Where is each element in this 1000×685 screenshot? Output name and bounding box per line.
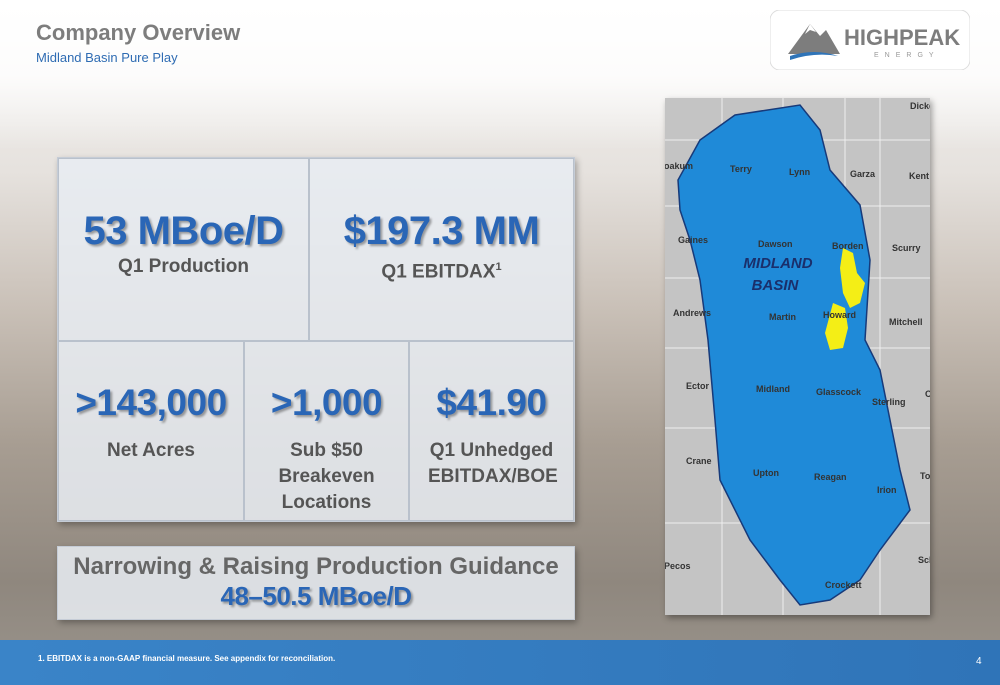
logo-mountain [788, 24, 840, 54]
county-label: Upton [753, 468, 779, 478]
logo-snow [805, 24, 816, 34]
county-label: Sterling [872, 397, 906, 407]
county-label: To [920, 471, 930, 481]
county-label: Pecos [665, 561, 691, 571]
logo-bg [770, 10, 970, 70]
stat-label: Net Acres [106, 440, 195, 461]
county-label: Garza [850, 169, 876, 179]
stat-cell: $197.3 MM Q1 EBITDAX1 [309, 158, 574, 341]
stat-value: 53 MBoe/D [83, 209, 285, 253]
stat-label: Q1 Production [118, 256, 249, 277]
county-label: Crane [686, 456, 712, 466]
guidance-value: 48–50.5 MBoe/D [220, 581, 412, 611]
county-label: Borden [832, 241, 864, 251]
title: Company Overview [36, 20, 241, 45]
county-label: Midland [756, 384, 790, 394]
logo-tagline: ENERGY [874, 52, 940, 59]
acreage [840, 248, 865, 308]
county-label: Scurry [892, 243, 921, 253]
stat-label: Q1 Unhedged EBITDAX/BOE [428, 440, 558, 487]
county-label: Crockett [825, 580, 862, 590]
acreage [825, 303, 848, 350]
logo-name: HIGHPEAK [844, 25, 960, 50]
guidance-box: Narrowing & Raising Production Guidance … [57, 546, 575, 620]
county-label: Kent [909, 171, 929, 181]
county-label: Dawson [758, 239, 793, 249]
guidance-title: Narrowing & Raising Production Guidance [73, 553, 559, 580]
page-number: 4 [976, 656, 982, 667]
stat-label-wrap: Q1 EBITDAX1 [310, 254, 573, 285]
basin-area [677, 104, 911, 606]
basin-label: BASIN [752, 277, 800, 294]
county-label: Dickens [910, 101, 930, 111]
county-label: Terry [730, 164, 752, 174]
stat-value: >143,000 [75, 382, 227, 423]
footnote: 1. EBITDAX is a non-GAAP financial measu… [38, 654, 336, 663]
map: MIDLAND BASIN Dickens oakum Terry Lynn Garza… [665, 98, 930, 615]
stat-value: $41.90 [436, 382, 547, 423]
stat-cell: 53 MBoe/D Q1 Production [58, 158, 309, 341]
county-label: Glasscock [816, 387, 862, 397]
county-label: oakum [665, 161, 693, 171]
county-label: Lynn [789, 167, 810, 177]
logo-wave [790, 52, 838, 60]
stat-cell: >1,000 Sub $50 Breakeven Locations [244, 341, 409, 521]
county-label: Andrews [673, 308, 711, 318]
stat-label: Sub $50 Breakeven Locations [278, 440, 375, 513]
stat-cell: >143,000 Net Acres [58, 341, 244, 521]
stat-value: >1,000 [270, 382, 383, 423]
footer-bar [0, 640, 1000, 685]
stat-label: Q1 EBITDAX [381, 261, 496, 283]
basin-label: MIDLAND [743, 255, 812, 272]
county-label: C [925, 389, 930, 399]
logo: HIGHPEAK ENERGY [770, 10, 970, 70]
county-label: Howard [823, 310, 856, 320]
stat-value: $197.3 MM [343, 209, 540, 253]
subtitle: Midland Basin Pure Play [36, 50, 178, 65]
county-label: Martin [769, 312, 796, 322]
county-label: Reagan [814, 472, 847, 482]
county-label: Irion [877, 485, 897, 495]
county-label: Gaines [678, 235, 708, 245]
county-label: Schle [918, 555, 930, 565]
county-label: Ector [686, 381, 710, 391]
footnote-ref: 1 [495, 261, 502, 273]
stat-cell: $41.90 Q1 Unhedged EBITDAX/BOE [409, 341, 574, 521]
county-label: Mitchell [889, 317, 923, 327]
stats-panel: 53 MBoe/D Q1 Production $197.3 MM Q1 EBI… [57, 157, 575, 522]
